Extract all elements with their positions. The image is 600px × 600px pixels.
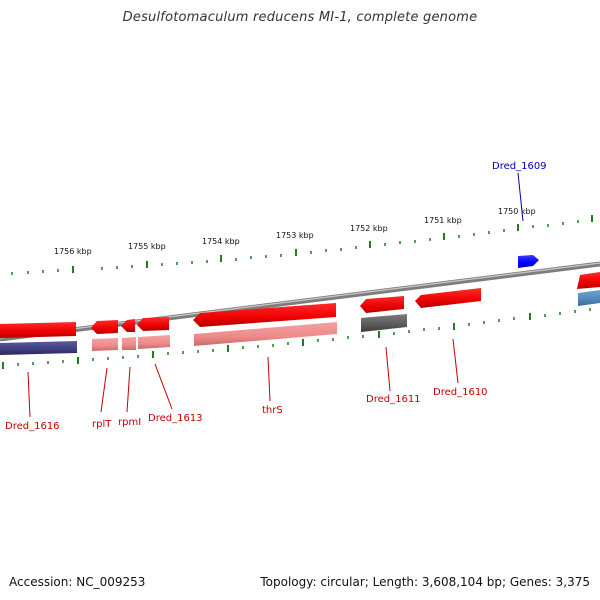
tick-ring-inner <box>17 308 591 366</box>
cog-dred-1616 <box>0 341 77 355</box>
tick-label-1751: 1751 kbp <box>424 216 462 225</box>
tick-label-1754: 1754 kbp <box>202 237 240 246</box>
cog-rpmI <box>122 337 136 350</box>
gene-label-dred-1609[interactable]: Dred_1609 <box>492 161 547 172</box>
feature-dred-1611[interactable] <box>360 296 404 313</box>
genome-summary-text: Topology: circular; Length: 3,608,104 bp… <box>260 575 590 589</box>
cog-thrS <box>194 322 337 346</box>
feature-dred-1613[interactable] <box>137 317 169 331</box>
leader-dred-1616 <box>27 371 31 418</box>
tick-ring-inner-major <box>2 313 531 369</box>
tick-label-1752: 1752 kbp <box>350 224 388 233</box>
leader-thrS <box>267 356 271 402</box>
tick-label-1756: 1756 kbp <box>54 247 92 256</box>
cog-dred-1613 <box>138 335 170 349</box>
gene-label-dred-1616[interactable]: Dred_1616 <box>5 421 60 432</box>
gene-label-dred-1613[interactable]: Dred_1613 <box>148 413 203 424</box>
map-title: Desulfotomaculum reducens MI-1, complete… <box>122 10 478 25</box>
feature-dred-1610[interactable] <box>415 288 481 308</box>
cog-rplT <box>92 338 118 351</box>
gene-label-dred-1610[interactable]: Dred_1610 <box>433 387 488 398</box>
leader-dred-1611 <box>385 346 391 392</box>
feature-dred-1616[interactable] <box>0 322 76 338</box>
feature-rplT[interactable] <box>91 320 118 334</box>
leader-dred-1610 <box>452 338 459 384</box>
gene-label-rpmI[interactable]: rpmI <box>118 417 141 428</box>
cog-dred-1611 <box>361 314 407 332</box>
leader-dred-1609 <box>517 172 524 222</box>
gene-label-thrS[interactable]: thrS <box>262 405 283 416</box>
tick-label-1750: 1750 kbp <box>498 207 536 216</box>
tick-ring-outer <box>11 220 579 275</box>
feature-forward-edge[interactable] <box>577 272 600 289</box>
leader-rplT <box>100 367 108 413</box>
leader-rpmI <box>126 366 131 413</box>
feature-dred-1609[interactable] <box>518 255 539 268</box>
leader-dred-1613 <box>154 363 173 410</box>
cog-forward-edge <box>578 290 600 306</box>
tick-label-1755: 1755 kbp <box>128 242 166 251</box>
tick-ring-outer-major <box>72 215 593 273</box>
gene-label-dred-1611[interactable]: Dred_1611 <box>366 394 421 405</box>
feature-rpmI[interactable] <box>121 319 135 332</box>
gene-label-rplT[interactable]: rplT <box>92 419 112 430</box>
tick-label-1753: 1753 kbp <box>276 231 314 240</box>
feature-thrS[interactable] <box>193 303 336 327</box>
accession-text: Accession: NC_009253 <box>9 575 146 589</box>
